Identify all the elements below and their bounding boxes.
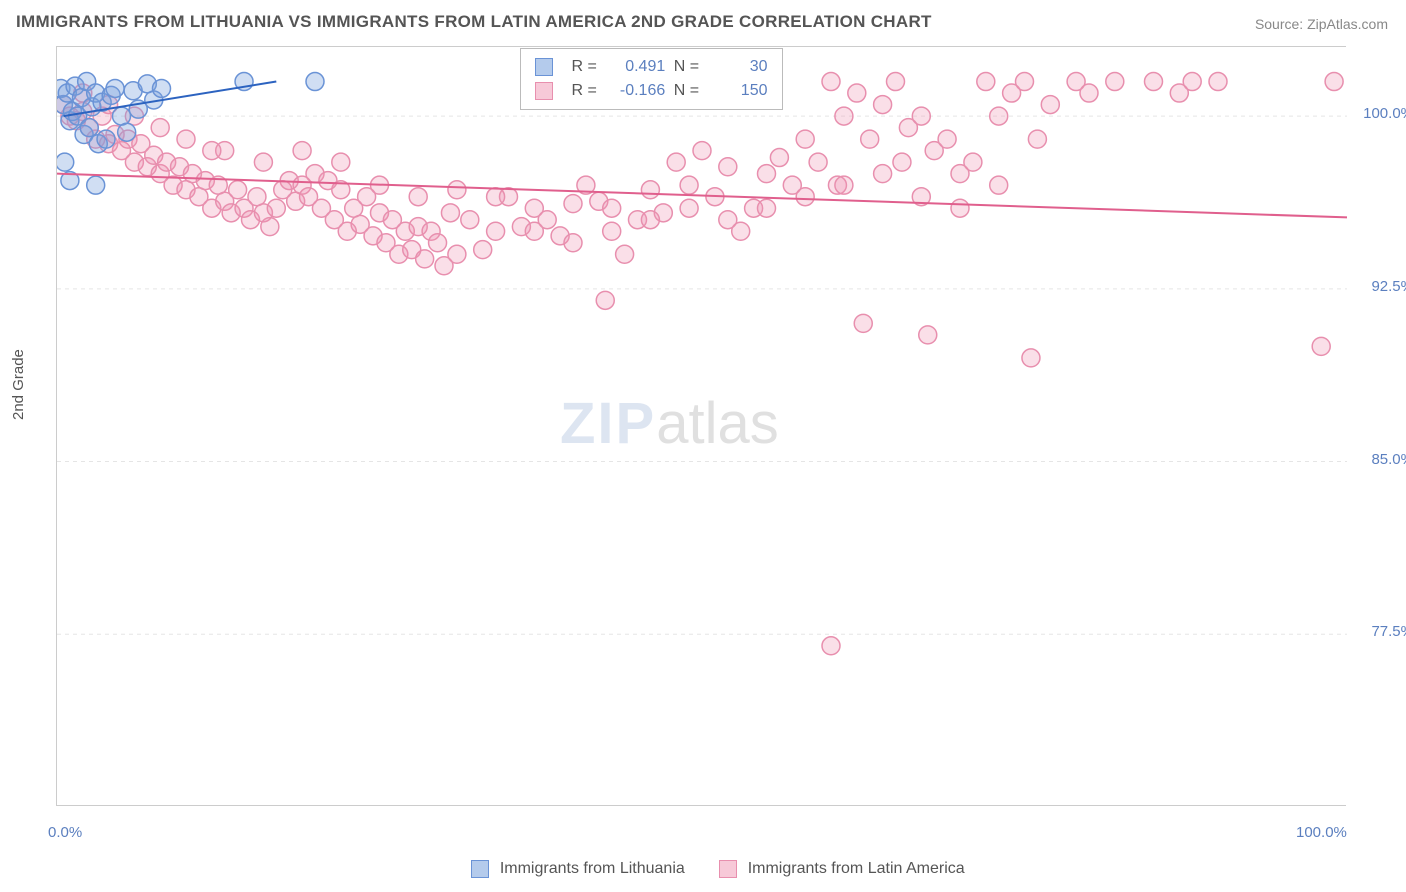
bottom-legend: Immigrants from Lithuania Immigrants fro… xyxy=(0,860,1406,878)
y-axis-label: 2nd Grade xyxy=(10,349,27,420)
label-n: N = xyxy=(674,82,699,99)
value-n-latin-america: 150 xyxy=(710,79,768,103)
source-text: Source: ZipAtlas.com xyxy=(1255,16,1388,32)
ytick-label: 92.5% xyxy=(1354,278,1406,295)
swatch-latin-america xyxy=(535,82,553,100)
label-n: N = xyxy=(674,58,699,75)
swatch-lithuania xyxy=(535,58,553,76)
value-n-lithuania: 30 xyxy=(710,55,768,79)
correlation-box: R = 0.491 N = 30 R = -0.166 N = 150 xyxy=(520,48,783,110)
corr-row-lithuania: R = 0.491 N = 30 xyxy=(535,55,768,79)
legend-text-lithuania: Immigrants from Lithuania xyxy=(500,860,685,877)
xtick-label: 100.0% xyxy=(1296,824,1347,841)
swatch-lithuania xyxy=(471,860,489,878)
ytick-label: 77.5% xyxy=(1354,623,1406,640)
label-r: R = xyxy=(571,58,596,75)
ytick-label: 100.0% xyxy=(1354,105,1406,122)
chart-svg xyxy=(57,47,1347,807)
corr-row-latin-america: R = -0.166 N = 150 xyxy=(535,79,768,103)
legend-text-latin-america: Immigrants from Latin America xyxy=(748,860,965,877)
chart-plot-area xyxy=(56,46,1346,806)
value-r-latin-america: -0.166 xyxy=(607,79,665,103)
xtick-label: 0.0% xyxy=(48,824,82,841)
ytick-label: 85.0% xyxy=(1354,451,1406,468)
label-r: R = xyxy=(571,82,596,99)
swatch-latin-america xyxy=(719,860,737,878)
value-r-lithuania: 0.491 xyxy=(607,55,665,79)
chart-title: IMMIGRANTS FROM LITHUANIA VS IMMIGRANTS … xyxy=(16,12,932,32)
